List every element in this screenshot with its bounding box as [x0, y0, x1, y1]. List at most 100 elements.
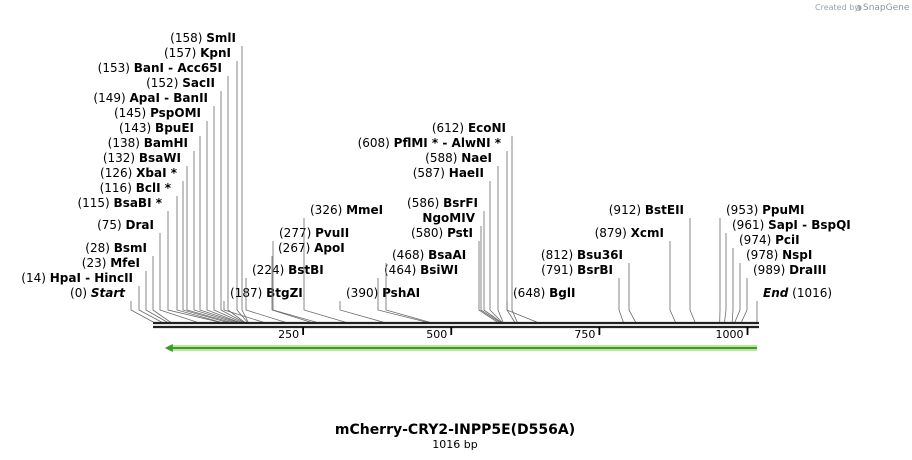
site-position: (145): [114, 106, 150, 120]
map-length: 1016 bp: [432, 438, 477, 451]
enzyme-name: BclI *: [136, 181, 172, 195]
site-leader-line: [138, 286, 164, 324]
enzyme-name: PshAI: [382, 286, 420, 300]
site-position: (158): [170, 31, 206, 45]
enzyme-name: MfeI: [110, 256, 140, 270]
snapgene-logo-icon: ◑: [855, 3, 862, 12]
site-leader-line: [618, 278, 625, 324]
site-position: (812): [541, 248, 577, 262]
site-leader-line: [483, 211, 503, 324]
site-leader-line: [236, 61, 249, 324]
site-position: (587): [413, 166, 449, 180]
site-label: (115) BsaBI *: [77, 196, 162, 210]
site-leader-line: [628, 263, 637, 324]
enzyme-name: BtgZI: [266, 286, 303, 300]
site-label: End (1016): [763, 286, 832, 300]
enzyme-name: End: [763, 286, 789, 300]
enzyme-name: MmeI: [346, 203, 383, 217]
restriction-sites: (0) Start(14) HpaI - HincII(23) MfeI(28)…: [21, 31, 851, 324]
site-leader-line: [480, 226, 502, 324]
site-position: (116): [100, 181, 136, 195]
site-leader-line: [669, 241, 677, 324]
site-position: (608): [358, 136, 394, 150]
credit-brand: SnapGene: [863, 3, 910, 13]
site-label: (14) HpaI - HincII: [21, 271, 133, 285]
site-position: (0): [70, 286, 91, 300]
enzyme-name: BstEII: [645, 203, 684, 217]
site-label: (326) MmeI: [310, 203, 383, 217]
site-leader-line: [241, 46, 249, 324]
site-label: (586) BsrFI: [407, 196, 478, 210]
site-position: (149): [93, 91, 129, 105]
feature-arrowhead-icon: [164, 344, 173, 352]
site-label: (961) SapI - BspQI: [732, 218, 851, 232]
enzyme-name: PvuII: [315, 226, 349, 240]
site-position: (586): [407, 196, 443, 210]
site-leader-line: [223, 301, 266, 324]
site-position: (14): [21, 271, 49, 285]
site-leader-line: [220, 91, 246, 324]
site-leader-line: [145, 271, 169, 324]
snapgene-credit: Created by ◑ SnapGene: [815, 3, 910, 13]
site-label: (989) DraIII: [753, 263, 826, 277]
site-label: (152) SacII: [146, 76, 215, 90]
site-label: (187) BtgZI: [230, 286, 303, 300]
site-label: (587) HaeII: [413, 166, 484, 180]
site-position: (978): [746, 248, 782, 262]
site-leader-line: [272, 241, 320, 324]
site-position: (143): [119, 121, 155, 135]
site-label: (143) BpuEI: [119, 121, 194, 135]
site-position: (75): [97, 218, 125, 232]
site-leader-line: [176, 196, 224, 324]
site-label: (588) NaeI: [425, 151, 492, 165]
site-label: (978) NspI: [746, 248, 812, 262]
enzyme-name: BstBI: [288, 263, 324, 277]
enzyme-name: PspOMI: [150, 106, 201, 120]
site-leader-line: [152, 256, 172, 324]
site-label: (158) SmlI: [170, 31, 236, 45]
enzyme-name: NgoMIV: [422, 211, 475, 225]
site-label: (149) ApaI - BanII: [93, 91, 208, 105]
site-leader-line: [182, 181, 230, 324]
site-label: (464) BsiWI: [384, 263, 458, 277]
site-label: (912) BstEII: [609, 203, 684, 217]
enzyme-name: BglI: [549, 286, 575, 300]
ruler-tick-label: 250: [278, 328, 299, 341]
enzyme-name: SacII: [182, 76, 215, 90]
site-leader-line: [193, 151, 237, 324]
enzyme-name: PpuMI: [762, 203, 804, 217]
site-position: (468): [392, 248, 428, 262]
site-position: (157): [164, 46, 200, 60]
site-leader-line: [506, 301, 540, 324]
site-position: (23): [82, 256, 110, 270]
enzyme-name: Bsu36I: [577, 248, 623, 262]
ruler-tick-label: 750: [574, 328, 595, 341]
enzyme-name: BpuEI: [155, 121, 194, 135]
site-position: (464): [384, 263, 420, 277]
map-title: mCherry-CRY2-INPP5E(D556A): [335, 422, 575, 438]
enzyme-name: BsmI: [114, 241, 147, 255]
site-leader-line: [385, 263, 433, 324]
site-leader-line: [339, 301, 387, 324]
site-label: (75) DraI: [97, 218, 154, 232]
site-leader-line: [271, 256, 314, 324]
enzyme-name: KpnI: [200, 46, 231, 60]
site-label: (153) BanI - Acc65I: [98, 61, 222, 75]
site-position: (974): [739, 233, 775, 247]
site-label: (390) PshAI: [346, 286, 420, 300]
site-label: (145) PspOMI: [114, 106, 201, 120]
enzyme-name: SmlI: [206, 31, 236, 45]
site-leader-line: [478, 241, 499, 324]
enzyme-name: ApoI: [314, 241, 345, 255]
ruler-tick-label: 500: [426, 328, 447, 341]
site-position: (912): [609, 203, 645, 217]
site-leader-line: [497, 166, 504, 324]
site-label: (879) XcmI: [595, 226, 664, 240]
enzyme-name: BsaWI: [139, 151, 181, 165]
enzyme-name: BsaAI: [428, 248, 466, 262]
site-label: (0) Start: [70, 286, 126, 300]
feature-track: [164, 344, 757, 352]
site-position: (28): [85, 241, 113, 255]
enzyme-name: NaeI: [461, 151, 492, 165]
enzyme-name: BsrFI: [443, 196, 478, 210]
